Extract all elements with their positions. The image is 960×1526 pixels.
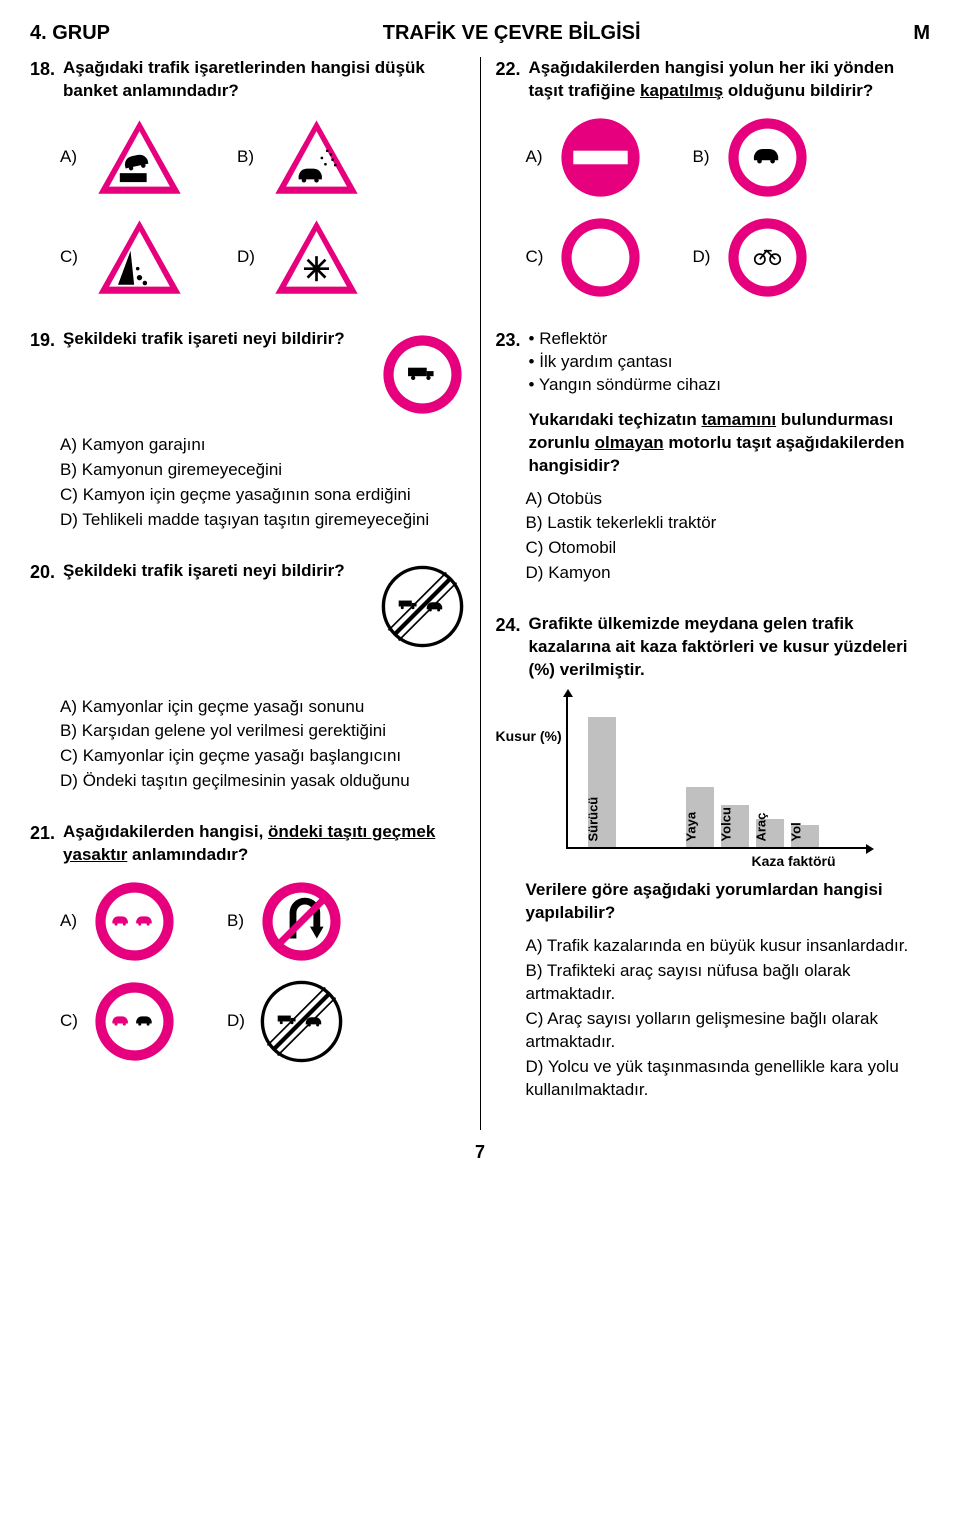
- q22-num: 22.: [496, 57, 521, 81]
- no-motor-vehicles-icon: [725, 115, 810, 200]
- option-label: B): [237, 146, 259, 169]
- left-column: 18. Aşağıdaki trafik işaretlerinden hang…: [30, 57, 480, 1130]
- question-19: 19. Şekildeki trafik işareti neyi bildir…: [30, 328, 465, 532]
- q21-option-a[interactable]: A): [60, 879, 177, 964]
- option-label: A): [60, 146, 82, 169]
- page-header: 4. GRUP TRAFİK VE ÇEVRE BİLGİSİ M: [30, 20, 930, 47]
- no-uturn-icon: [259, 879, 344, 964]
- chart-bar-label: Araç: [752, 812, 770, 841]
- q24-option-d[interactable]: D) Yolcu ve yük taşınmasında genellikle …: [526, 1056, 931, 1102]
- right-column: 22. Aşağıdakilerden hangisi yolun her ik…: [480, 57, 931, 1130]
- end-no-overtaking-trucks-icon: [380, 564, 465, 649]
- q18-option-c[interactable]: C): [60, 215, 187, 300]
- q20-stem: Şekildeki trafik işareti neyi bildirir?: [63, 560, 364, 583]
- q18-stem: Aşağıdaki trafik işaretlerinden hangisi …: [63, 57, 464, 103]
- q22-stem: Aşağıdakilerden hangisi yolun her iki yö…: [529, 57, 930, 103]
- question-22: 22. Aşağıdakilerden hangisi yolun her ik…: [496, 57, 931, 300]
- question-18: 18. Aşağıdaki trafik işaretlerinden hang…: [30, 57, 465, 300]
- q23-bullet-2: İlk yardım çantası: [529, 351, 930, 374]
- q23-bullet-3: Yangın söndürme cihazı: [529, 374, 930, 397]
- q24-num: 24.: [496, 613, 521, 637]
- q23-option-a[interactable]: A) Otobüs: [526, 488, 931, 511]
- chart-bar-label: Yolcu: [717, 807, 735, 841]
- q22-option-a[interactable]: A): [526, 115, 643, 200]
- q21-num: 21.: [30, 821, 55, 845]
- option-label: D): [693, 246, 715, 269]
- q19-num: 19.: [30, 328, 55, 352]
- q23-option-b[interactable]: B) Lastik tekerlekli traktör: [526, 512, 931, 535]
- question-20: 20. Şekildeki trafik işareti neyi bildir…: [30, 560, 465, 794]
- no-bicycles-icon: [725, 215, 810, 300]
- option-label: A): [60, 910, 82, 933]
- q20-num: 20.: [30, 560, 55, 584]
- q20-option-b[interactable]: B) Karşıdan gelene yol verilmesi gerekti…: [60, 720, 465, 743]
- q19-option-a[interactable]: A) Kamyon garajını: [60, 434, 465, 457]
- end-no-overtaking-trucks-icon: [259, 979, 344, 1064]
- option-label: C): [60, 1010, 82, 1033]
- q23-option-c[interactable]: C) Otomobil: [526, 537, 931, 560]
- chart-bar-yaya: Yaya: [686, 787, 714, 847]
- q19-option-d[interactable]: D) Tehlikeli madde taşıyan taşıtın girem…: [60, 509, 465, 532]
- option-label: B): [227, 910, 249, 933]
- no-entry-icon: [558, 115, 643, 200]
- warning-low-shoulder-icon: [92, 115, 187, 200]
- q24-chart: Kusur (%) Kaza faktörü SürücüYayaYolcuAr…: [566, 697, 866, 867]
- q19-stem: Şekildeki trafik işareti neyi bildirir?: [63, 328, 364, 351]
- header-right: M: [913, 20, 930, 47]
- chart-bar-yol: Yol: [791, 825, 819, 847]
- question-23: 23. Reflektör İlk yardım çantası Yangın …: [496, 328, 931, 585]
- q18-option-d[interactable]: D): [237, 215, 364, 300]
- q23-bullet-1: Reflektör: [529, 328, 930, 351]
- q21-option-c[interactable]: C): [60, 979, 177, 1064]
- q23-num: 23.: [496, 328, 521, 352]
- q21-option-b[interactable]: B): [227, 879, 344, 964]
- q21-option-d[interactable]: D): [227, 979, 344, 1064]
- option-label: D): [227, 1010, 249, 1033]
- chart-xlabel: Kaza faktörü: [751, 852, 835, 871]
- two-cars-red-icon: [92, 879, 177, 964]
- header-left: 4. GRUP: [30, 20, 110, 47]
- option-label: A): [526, 146, 548, 169]
- q23-option-d[interactable]: D) Kamyon: [526, 562, 931, 585]
- q20-option-d[interactable]: D) Öndeki taşıtın geçilmesinin yasak old…: [60, 770, 465, 793]
- page-number: 7: [30, 1140, 930, 1164]
- q22-option-c[interactable]: C): [526, 215, 643, 300]
- q20-option-c[interactable]: C) Kamyonlar için geçme yasağı başlangıc…: [60, 745, 465, 768]
- question-21: 21. Aşağıdakilerden hangisi, öndeki taşı…: [30, 821, 465, 1064]
- q18-num: 18.: [30, 57, 55, 81]
- closed-all-vehicles-icon: [558, 215, 643, 300]
- chart-bar-label: Yol: [787, 822, 805, 841]
- q19-option-c[interactable]: C) Kamyon için geçme yasağının sona erdi…: [60, 484, 465, 507]
- q21-stem: Aşağıdakilerden hangisi, öndeki taşıtı g…: [63, 821, 464, 867]
- option-label: C): [526, 246, 548, 269]
- q24-option-c[interactable]: C) Araç sayısı yolların gelişmesine bağl…: [526, 1008, 931, 1054]
- q24-subq: Verilere göre aşağıdaki yorumlardan hang…: [496, 879, 931, 925]
- chart-bar-label: Sürücü: [584, 796, 602, 841]
- chart-bar-araç: Araç: [756, 819, 784, 847]
- header-center: TRAFİK VE ÇEVRE BİLGİSİ: [383, 20, 641, 47]
- q20-option-a[interactable]: A) Kamyonlar için geçme yasağı sonunu: [60, 696, 465, 719]
- chart-bar-label: Yaya: [682, 811, 700, 841]
- chart-bar-sürücü: Sürücü: [588, 717, 616, 847]
- chart-bar-yolcu: Yolcu: [721, 805, 749, 847]
- q22-option-d[interactable]: D): [693, 215, 810, 300]
- option-label: B): [693, 146, 715, 169]
- q24-option-a[interactable]: A) Trafik kazalarında en büyük kusur ins…: [526, 935, 931, 958]
- q23-stem: Yukarıdaki teçhizatın tamamını bulundurm…: [529, 409, 930, 478]
- question-24: 24. Grafikte ülkemizde meydana gelen tra…: [496, 613, 931, 1101]
- q24-option-b[interactable]: B) Trafikteki araç sayısı nüfusa bağlı o…: [526, 960, 931, 1006]
- q19-option-b[interactable]: B) Kamyonun giremeyeceğini: [60, 459, 465, 482]
- warning-falling-rocks-icon: [92, 215, 187, 300]
- q24-stem: Grafikte ülkemizde meydana gelen trafik …: [529, 613, 930, 682]
- q18-option-a[interactable]: A): [60, 115, 187, 200]
- q18-option-b[interactable]: B): [237, 115, 364, 200]
- no-overtaking-icon: [92, 979, 177, 1064]
- option-label: D): [237, 246, 259, 269]
- q22-option-b[interactable]: B): [693, 115, 810, 200]
- chart-ylabel: Kusur (%): [496, 727, 562, 746]
- warning-loose-gravel-icon: [269, 115, 364, 200]
- option-label: C): [60, 246, 82, 269]
- no-trucks-sign-icon: [380, 332, 465, 417]
- warning-snow-icon: [269, 215, 364, 300]
